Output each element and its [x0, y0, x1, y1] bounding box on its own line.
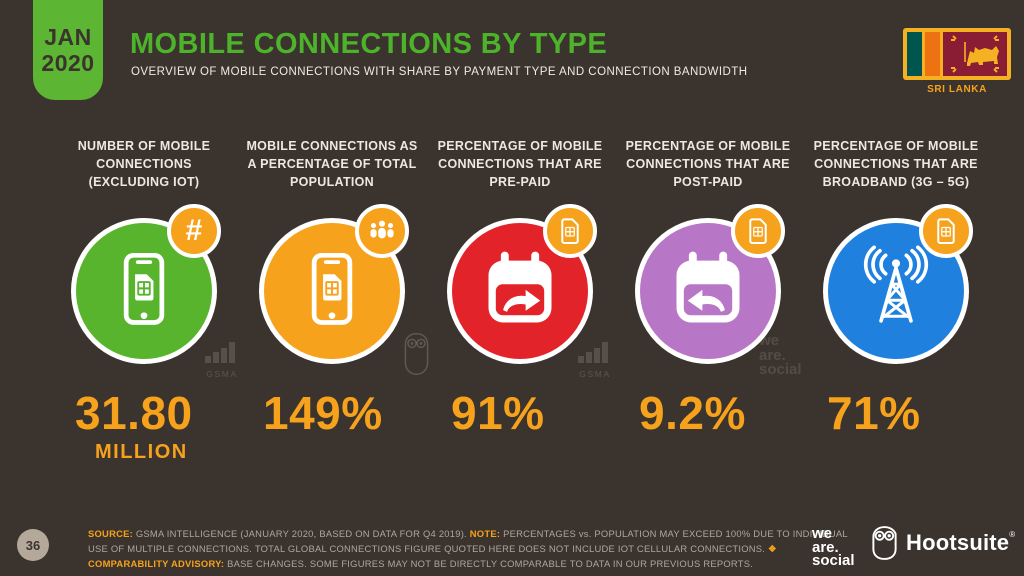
source-note: SOURCE: GSMA INTELLIGENCE (JANUARY 2020,…: [88, 526, 854, 571]
page-subtitle: OVERVIEW OF MOBILE CONNECTIONS WITH SHAR…: [131, 66, 748, 78]
page-title: MOBILE CONNECTIONS BY TYPE: [130, 28, 608, 60]
sim-card-icon: [561, 218, 579, 244]
stat-circle: [823, 204, 973, 364]
calendar-back-icon: [676, 251, 740, 323]
registered-mark: ®: [1009, 529, 1016, 539]
date-badge: JAN 2020: [33, 0, 103, 100]
hash-icon: #: [185, 214, 203, 247]
hootsuite-name: Hootsuite: [906, 530, 1010, 555]
phone-sim-icon: [311, 252, 353, 325]
stat-value-block: 149%: [238, 390, 426, 436]
page-number-badge: 36: [17, 529, 49, 561]
stat-column-postpaid: PERCENTAGE OF MOBILE CONNECTIONS THAT AR…: [614, 138, 802, 464]
note-label: NOTE:: [469, 528, 501, 539]
hootsuite-logo: Hootsuite®: [870, 524, 1015, 562]
stat-value: 149%: [263, 387, 383, 439]
stat-value-block: 9.2%: [614, 390, 802, 436]
flag-lion-panel: [943, 32, 1007, 76]
stat-value: 9.2%: [639, 387, 746, 439]
calendar-forward-icon: [488, 251, 552, 323]
stat-circle: [259, 204, 409, 364]
stat-column-prepaid: PERCENTAGE OF MOBILE CONNECTIONS THAT AR…: [426, 138, 614, 464]
stat-column-vs-population: MOBILE CONNECTIONS AS A PERCENTAGE OF TO…: [238, 138, 426, 464]
sim-card-icon: [937, 218, 955, 244]
advisory-diamond-icon: ❖: [767, 543, 777, 555]
stat-value-block: 31.80 MILLION: [50, 390, 238, 464]
radio-tower-icon: [863, 245, 929, 323]
logo-line: social: [812, 552, 855, 569]
logo-line: are.: [812, 538, 839, 556]
stat-value-block: 71%: [802, 390, 990, 436]
people-badge: [355, 204, 409, 258]
hash-badge: #: [167, 204, 221, 258]
stat-circle: [635, 204, 785, 364]
sri-lanka-flag: [903, 28, 1011, 80]
stats-grid: NUMBER OF MOBILE CONNECTIONS (EXCLUDING …: [50, 138, 990, 464]
advisory-text: BASE CHANGES. SOME FIGURES MAY NOT BE DI…: [227, 558, 754, 570]
source-label: SOURCE:: [88, 528, 133, 539]
country-label: SRI LANKA: [927, 84, 987, 95]
advisory-label: COMPARABILITY ADVISORY:: [88, 558, 225, 570]
stat-value-block: 91%: [426, 390, 614, 436]
sim-card-badge: [543, 204, 597, 258]
stat-column-connections: NUMBER OF MOBILE CONNECTIONS (EXCLUDING …: [50, 138, 238, 464]
stat-value: 91%: [451, 387, 545, 439]
stat-label: PERCENTAGE OF MOBILE CONNECTIONS THAT AR…: [813, 139, 979, 189]
sim-card-badge: [919, 204, 973, 258]
page-number: 36: [25, 537, 41, 553]
stat-circle: [447, 204, 597, 364]
stat-value: 31.80: [75, 387, 193, 439]
stat-value-unit: MILLION: [95, 441, 188, 463]
sim-card-badge: [731, 204, 785, 258]
logo-line: we: [812, 525, 833, 542]
flag-orange-stripe: [925, 32, 940, 76]
we-are-social-logo: we are. social: [812, 525, 855, 569]
date-year: 2020: [41, 50, 95, 76]
stat-label: PERCENTAGE OF MOBILE CONNECTIONS THAT AR…: [437, 139, 603, 189]
source-text: GSMA INTELLIGENCE (JANUARY 2020, BASED O…: [135, 528, 467, 539]
note-text: PERCENTAGES vs. POPULATION MAY EXCEED 10…: [88, 528, 848, 555]
date-month: JAN: [44, 24, 92, 50]
stat-label: MOBILE CONNECTIONS AS A PERCENTAGE OF TO…: [246, 139, 418, 189]
stat-value: 71%: [827, 387, 921, 439]
stat-circle: #: [71, 204, 221, 364]
phone-sim-icon: [123, 252, 165, 325]
stat-column-broadband: PERCENTAGE OF MOBILE CONNECTIONS THAT AR…: [802, 138, 990, 464]
hootsuite-owl-icon: [872, 526, 897, 560]
stat-label: NUMBER OF MOBILE CONNECTIONS (EXCLUDING …: [77, 139, 211, 189]
flag-green-stripe: [907, 32, 922, 76]
sim-card-icon: [749, 218, 767, 244]
flag-lion-icon: [951, 35, 999, 73]
stat-label: PERCENTAGE OF MOBILE CONNECTIONS THAT AR…: [625, 139, 791, 189]
people-icon: [370, 220, 394, 239]
